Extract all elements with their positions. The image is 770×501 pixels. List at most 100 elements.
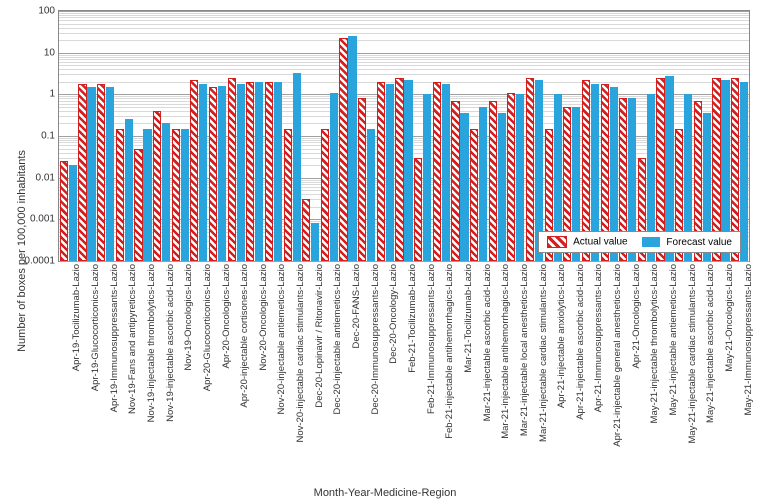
bar-actual [116,129,124,261]
bar-group [469,11,488,261]
bar-forecast [199,84,207,261]
plot-area: 0.00010.0010.010.1110100 Actual value Fo… [58,10,750,262]
bar-forecast [274,82,282,261]
bar-group [656,11,675,261]
bar-actual [265,82,273,261]
legend-label-forecast: Forecast value [666,237,732,248]
bar-actual [284,129,292,261]
x-tick-label: May-21-injectable antiemetics-Lazio [668,264,679,416]
x-tick-label: Nov-20-injectable antiemetics-Lazio [276,264,287,415]
y-tick-label: 10 [44,47,59,58]
bar-forecast [498,113,506,261]
bar-group [600,11,619,261]
bar-forecast [237,84,245,261]
bar-group [320,11,339,261]
x-tick-label: May-21-injectable cardiac stimulants-Laz… [687,264,698,444]
bar-actual [433,82,441,261]
bar-actual [228,78,236,261]
bar-actual [526,78,534,261]
x-tick-label: Dec-20-FANS-Lazio [351,264,362,348]
bar-group [488,11,507,261]
bar-forecast [460,113,468,261]
x-tick-label: Nov-19-Oncologics-Lazio [183,264,194,371]
x-tick-label: Feb-21-Tocilizumab-Lazio [407,264,418,373]
bar-actual [321,129,329,261]
bar-group [712,11,731,261]
bar-group [451,11,470,261]
x-tick-label: Mar-21-injectable cardiac stimulants-Laz… [538,264,549,442]
x-tick-label: Apr-19-Tocilizumab-Lazio [71,264,82,371]
bar-actual [78,84,86,261]
bar-forecast [367,129,375,261]
bar-actual [377,82,385,261]
x-tick-label: Mar-21-injectable antihemorrhagics-Lazio [500,264,511,439]
x-tick-label: Nov-19-injectable thrombolytics-Lazio [146,264,157,422]
x-tick-label: May-21-injectable thrombolytics-Lazio [649,264,660,423]
bar-group [190,11,209,261]
bar-actual [153,111,161,261]
legend: Actual value Forecast value [538,231,741,253]
bar-group [730,11,749,261]
bar-actual [507,93,515,261]
bar-group [96,11,115,261]
bar-group [339,11,358,261]
bar-group [283,11,302,261]
bar-forecast [404,80,412,261]
bar-actual [302,199,310,261]
bar-forecast [348,36,356,261]
x-axis-label: Month-Year-Medicine-Region [0,487,770,499]
x-tick-label: Apr-19-Glucocorticonics-Lazio [90,264,101,391]
bar-forecast [255,82,263,261]
y-axis-label: Number of boxes per 100,000 inhabitants [16,150,28,352]
x-tick-label: Apr-20-injectable cortisones-Lazio [239,264,250,408]
x-tick-label: Mar-21-injectable ascorbic acid-Lazio [482,264,493,421]
bar-group [208,11,227,261]
bar-actual [172,129,180,261]
bar-actual [134,149,142,261]
y-tick-label: 0.001 [30,214,59,225]
bar-group [245,11,264,261]
bar-group [581,11,600,261]
bar-group [432,11,451,261]
y-tick-label: 0.01 [36,172,59,183]
bar-group [395,11,414,261]
bar-group [637,11,656,261]
bar-group [264,11,283,261]
bar-actual [190,80,198,261]
x-tick-label: Feb-21-Immunosuppressants-Lazio [426,264,437,414]
y-tick-label: 0.0001 [24,256,59,267]
bar-forecast [69,165,77,261]
x-tick-label: Apr-21-Immunosuppressants-Lazio [593,264,604,412]
bar-group [171,11,190,261]
bar-forecast [479,107,487,261]
bar-forecast [125,119,133,261]
bar-group [674,11,693,261]
bar-actual [339,38,347,261]
bar-forecast [106,87,114,261]
bar-forecast [181,129,189,261]
x-tick-label: Nov-19-Fans and antipyretics-Lazio [127,264,138,414]
bar-group [618,11,637,261]
bar-group [301,11,320,261]
x-tick-label: Dec-20-injectable antiemetics-Lazio [332,264,343,415]
x-tick-label: Apr-20-Glucocorticonics-Lazio [202,264,213,391]
x-tick-label: Apr-19-Immunosuppressants-Lazio [109,264,120,412]
bars-layer [59,11,749,261]
bar-forecast [423,94,431,261]
bar-group [376,11,395,261]
bar-group [59,11,78,261]
legend-item-forecast: Forecast value [642,237,732,248]
x-tick-label: Mar-21-Tocilizumab-Lazio [463,264,474,373]
legend-item-actual: Actual value [547,236,628,248]
x-ticks: Apr-19-Tocilizumab-Lazio Apr-19-Glucocort… [58,264,748,484]
bar-forecast [218,86,226,261]
bar-actual [97,84,105,261]
bar-group [563,11,582,261]
x-tick-label: Nov-20-Oncologics-Lazio [258,264,269,371]
bar-forecast [162,123,170,261]
bar-group [115,11,134,261]
bar-group [152,11,171,261]
x-tick-label: Nov-20-injectable cardiac stimulants-Laz… [295,264,306,442]
bar-actual [470,129,478,261]
bar-group [525,11,544,261]
